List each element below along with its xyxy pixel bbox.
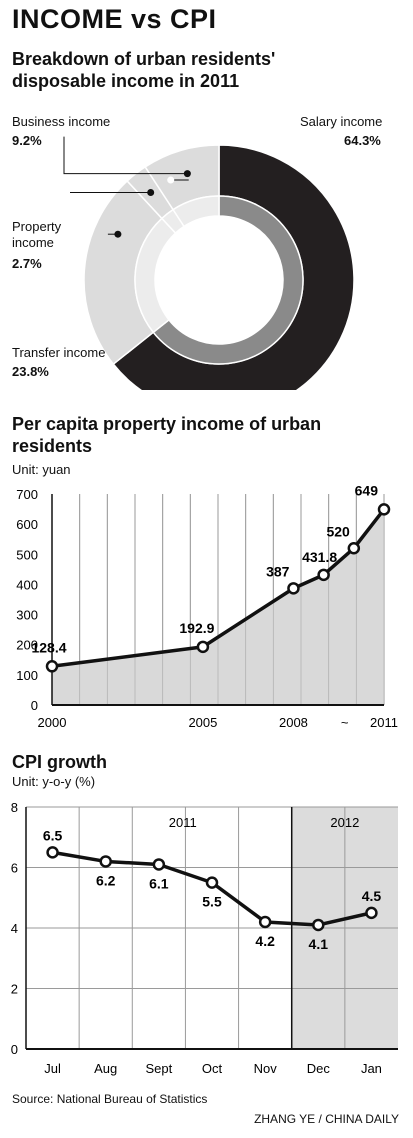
y-tick-label: 300 [16, 608, 38, 623]
page-title: INCOME vs CPI [12, 4, 217, 34]
line-chart: 0 2 4 6 8 2011 2012 6.5 Jul 6.2 Aug 6.1 Sept 5.5 Oct 4.… [11, 800, 398, 1076]
y-tick-label: 6 [11, 861, 18, 876]
cpi-data-point [205, 876, 219, 889]
salary-income-value: 64.3% [344, 133, 381, 148]
x-tick-label: 2008 [279, 715, 308, 730]
line-chart-unit: Unit: y-o-y (%) [12, 774, 96, 789]
cpi-data-point [46, 846, 59, 859]
x-tick-label: Sept [145, 1061, 172, 1076]
area-series-line [51, 508, 386, 669]
line-chart-title: CPI growth [12, 752, 107, 772]
cpi-data-label: 4.5 [362, 888, 382, 904]
x-tick-label: 2011 [370, 715, 398, 730]
property-dot [147, 189, 155, 197]
y-tick-label: 100 [16, 668, 38, 683]
x-tick-label: 2000 [38, 715, 67, 730]
donut-chart-title: Breakdown of urban residents' disposable… [12, 49, 276, 91]
y-tick-label: 0 [11, 1042, 18, 1057]
cpi-data-label: 6.2 [96, 872, 116, 888]
property-income-label: Property income [12, 219, 62, 250]
y-tick-label: 500 [16, 547, 38, 562]
cpi-data-label: 6.1 [149, 875, 169, 891]
area-chart-unit: Unit: yuan [12, 462, 71, 477]
area-data-point [45, 660, 59, 673]
x-tick-label: ~ [341, 715, 349, 730]
business-income-inner-slice [172, 195, 220, 228]
area-data-label: 128.4 [31, 639, 66, 655]
cpi-data-point [152, 858, 166, 871]
x-tick-label: Oct [202, 1061, 223, 1076]
salary-income-label: Salary income [300, 114, 383, 129]
transfer-dot [114, 230, 122, 238]
area-data-point [317, 568, 330, 582]
source-note: Source: National Bureau of Statistics [12, 1092, 208, 1106]
property-income-value: 2.7% [12, 256, 42, 271]
area-data-label: 431.8 [302, 549, 337, 565]
x-tick-label: 2005 [188, 715, 217, 730]
salary-income-inner-slice [152, 195, 304, 365]
business-income-label: Business income [12, 114, 111, 129]
y-tick-label: 200 [16, 638, 38, 653]
cpi-data-label: 4.2 [255, 933, 275, 949]
x-tick-label: Jul [44, 1061, 61, 1076]
year-label-2012: 2012 [330, 815, 359, 830]
cpi-data-point [258, 915, 272, 929]
cpi-data-point [365, 906, 378, 920]
cpi-data-label: 6.5 [43, 827, 63, 843]
area-data-label: 387 [266, 563, 290, 579]
x-tick-label: Jan [361, 1061, 382, 1076]
area-data-point [377, 503, 391, 516]
y-tick-label: 4 [11, 921, 18, 936]
business-income-value: 9.2% [12, 133, 42, 148]
donut-chart [63, 136, 355, 390]
transfer-income-value: 23.8% [12, 364, 49, 379]
y-tick-label: 700 [16, 487, 38, 502]
area-chart-title: Per capita property income of urban resi… [12, 414, 322, 456]
y-tick-label: 600 [16, 517, 38, 532]
business-leader-line [63, 136, 188, 175]
y-tick-label: 2 [11, 982, 18, 997]
cpi-data-label: 4.1 [309, 936, 329, 952]
cpi-data-point [99, 855, 112, 868]
area-data-label: 192.9 [179, 620, 214, 636]
y-tick-label: 400 [16, 577, 38, 592]
transfer-income-label: Transfer income [12, 345, 106, 360]
y-tick-label: 8 [11, 800, 18, 815]
area-chart: 0 100 200 300 400 500 600 700 128.4 192.9 387 431.8… [16, 482, 398, 730]
y-tick-label: 0 [31, 698, 38, 713]
cpi-data-label: 5.5 [202, 894, 222, 910]
salary-dot [167, 176, 175, 184]
cpi-data-point [312, 918, 325, 932]
area-data-point [196, 640, 210, 654]
year-label-2011: 2011 [169, 815, 197, 830]
area-data-label: 649 [355, 482, 379, 498]
x-tick-label: Aug [94, 1061, 117, 1076]
x-tick-label: Nov [254, 1061, 278, 1076]
area-data-point [287, 582, 300, 595]
area-data-point [347, 542, 361, 555]
area-data-label: 520 [326, 523, 350, 539]
x-tick-label: Dec [307, 1061, 331, 1076]
business-dot [183, 170, 191, 178]
credit-line: ZHANG YE / CHINA DAILY [254, 1112, 399, 1126]
